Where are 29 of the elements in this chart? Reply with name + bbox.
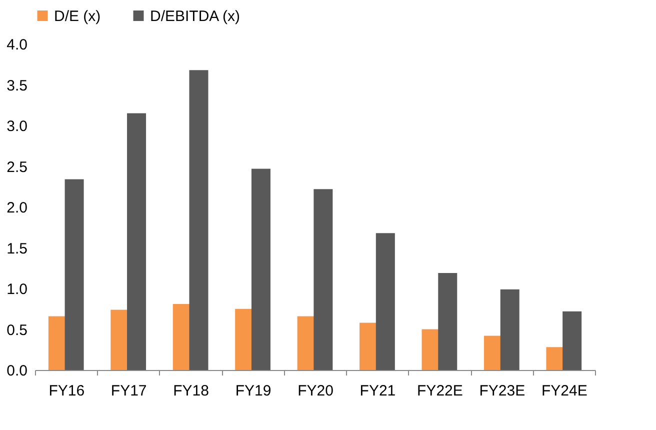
bar — [314, 189, 333, 370]
bar — [189, 70, 208, 370]
bar — [438, 273, 458, 370]
bar — [251, 168, 270, 370]
bar — [376, 233, 395, 370]
x-tick-label: FY19 — [235, 382, 272, 400]
x-tick-label: FY18 — [173, 382, 209, 400]
y-tick-label: 0.5 — [6, 322, 28, 339]
x-tick-label: FY24E — [541, 382, 588, 400]
x-tick-label: FY21 — [360, 382, 396, 400]
legend-label: D/EBITDA (x) — [150, 8, 240, 25]
x-tick-label: FY20 — [298, 382, 334, 400]
x-tick-label: FY17 — [110, 382, 147, 400]
y-tick-label: 4.0 — [6, 36, 28, 54]
y-tick-label: 3.5 — [6, 77, 28, 94]
x-tick-label: FY22E — [417, 382, 463, 400]
y-tick-label: 3.0 — [6, 118, 28, 135]
legend-label: D/E (x) — [54, 8, 101, 25]
y-tick-label: 2.0 — [6, 200, 28, 216]
x-tick-label: FY23E — [479, 382, 526, 400]
bar — [562, 311, 582, 370]
y-tick-label: 1.5 — [6, 240, 28, 258]
y-tick-label: 2.5 — [6, 158, 28, 176]
bar — [127, 113, 146, 370]
bar — [64, 179, 84, 370]
y-tick-label: 0.0 — [6, 362, 28, 380]
y-tick-label: 1.0 — [6, 281, 28, 298]
bar — [500, 289, 520, 370]
x-tick-label: FY16 — [48, 382, 85, 400]
